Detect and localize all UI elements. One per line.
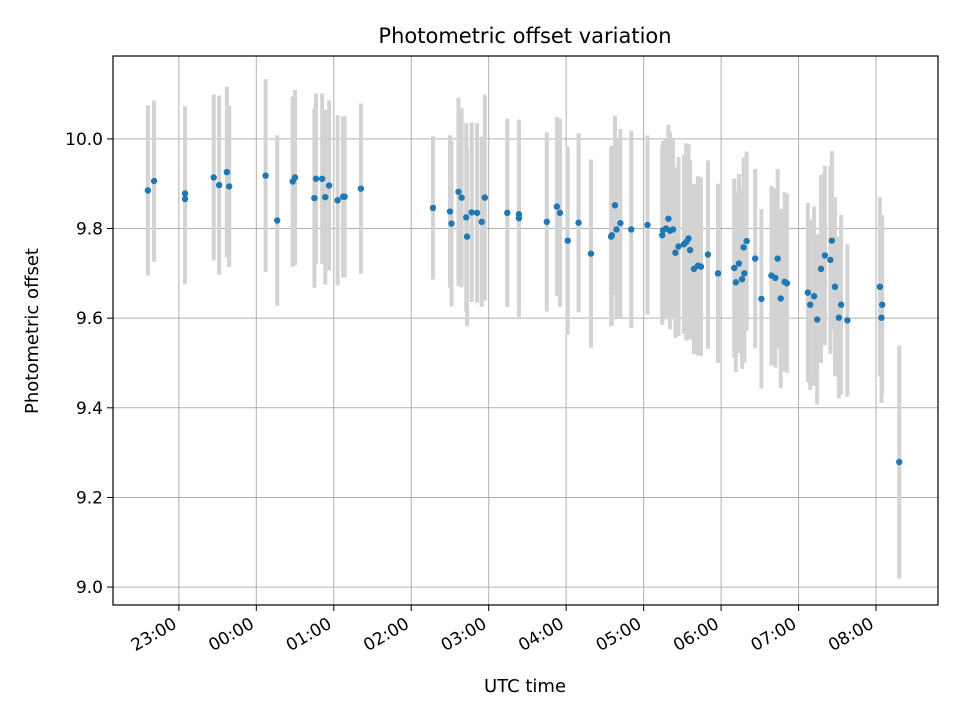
data-point bbox=[322, 193, 329, 201]
data-point bbox=[458, 194, 465, 201]
data-point bbox=[669, 226, 677, 233]
data-point bbox=[311, 194, 318, 202]
data-point bbox=[446, 208, 454, 215]
data-point bbox=[665, 215, 672, 222]
data-point bbox=[478, 218, 485, 226]
data-point bbox=[837, 301, 845, 308]
data-point bbox=[659, 232, 666, 239]
data-point bbox=[291, 174, 299, 181]
data-point bbox=[628, 226, 635, 233]
data-point bbox=[463, 233, 471, 240]
data-point bbox=[831, 283, 839, 291]
data-point bbox=[181, 190, 189, 197]
data-point bbox=[318, 175, 326, 182]
plot-frame bbox=[112, 55, 939, 606]
data-point bbox=[144, 187, 152, 194]
data-point bbox=[644, 221, 651, 229]
data-point bbox=[704, 251, 712, 258]
data-point bbox=[611, 202, 619, 209]
data-point bbox=[515, 215, 523, 222]
data-point bbox=[697, 263, 705, 270]
data-point bbox=[543, 218, 551, 226]
data-point bbox=[804, 289, 812, 296]
data-point bbox=[817, 265, 825, 273]
y-axis-label: Photometric offset bbox=[22, 248, 43, 414]
data-point bbox=[738, 275, 746, 283]
data-point bbox=[878, 314, 885, 321]
data-point bbox=[463, 214, 470, 221]
data-point bbox=[758, 295, 765, 303]
data-point bbox=[675, 243, 682, 250]
data-point bbox=[896, 458, 903, 466]
data-point bbox=[553, 203, 561, 210]
data-point bbox=[225, 183, 233, 190]
data-point bbox=[150, 177, 158, 185]
data-point bbox=[741, 270, 748, 277]
data-point bbox=[608, 232, 616, 239]
data-point bbox=[827, 256, 834, 264]
data-point bbox=[262, 172, 269, 179]
data-point bbox=[835, 314, 843, 321]
data-point bbox=[564, 237, 571, 244]
data-point bbox=[468, 209, 475, 216]
data-point bbox=[448, 220, 455, 227]
data-point bbox=[772, 274, 779, 282]
data-point bbox=[613, 226, 620, 233]
data-point bbox=[876, 283, 884, 291]
point-layer bbox=[144, 168, 903, 466]
data-point bbox=[732, 279, 740, 286]
data-point bbox=[455, 188, 462, 195]
data-point bbox=[685, 235, 692, 242]
data-point bbox=[783, 280, 791, 287]
data-point bbox=[357, 185, 365, 192]
data-point bbox=[481, 194, 489, 201]
data-point bbox=[806, 301, 814, 308]
data-point bbox=[810, 293, 818, 300]
y-tick-label: 9.6 bbox=[76, 309, 103, 329]
data-point bbox=[844, 317, 851, 324]
data-point bbox=[879, 301, 886, 308]
data-point bbox=[617, 219, 624, 227]
data-point bbox=[740, 244, 747, 251]
data-point bbox=[429, 204, 437, 212]
data-point bbox=[215, 181, 223, 189]
data-point bbox=[821, 252, 829, 259]
y-tick-label: 9.4 bbox=[76, 399, 103, 419]
y-tick-label: 10.0 bbox=[65, 130, 103, 150]
data-point bbox=[334, 197, 341, 204]
data-point bbox=[312, 175, 320, 182]
y-tick-label: 9.8 bbox=[76, 220, 103, 240]
data-point bbox=[556, 209, 564, 217]
data-point bbox=[743, 237, 750, 245]
grid-layer bbox=[113, 56, 938, 605]
chart-title: Photometric offset variation bbox=[378, 24, 671, 48]
data-point bbox=[587, 250, 595, 257]
data-point bbox=[672, 249, 679, 256]
x-axis-label: UTC time bbox=[484, 676, 566, 697]
data-point bbox=[686, 246, 694, 254]
y-tick-label: 9.2 bbox=[76, 488, 103, 508]
data-point bbox=[223, 168, 231, 176]
data-point bbox=[504, 209, 511, 217]
data-point bbox=[751, 255, 759, 262]
data-point bbox=[813, 316, 821, 323]
data-point bbox=[210, 174, 217, 181]
data-point bbox=[575, 219, 582, 226]
data-point bbox=[473, 209, 481, 217]
data-point bbox=[777, 295, 784, 302]
data-point bbox=[181, 195, 189, 203]
data-point bbox=[828, 237, 836, 244]
data-point bbox=[735, 260, 743, 267]
data-point bbox=[341, 193, 348, 200]
y-tick-label: 9.0 bbox=[76, 578, 103, 598]
data-point bbox=[325, 182, 333, 189]
data-point bbox=[714, 270, 722, 277]
data-point bbox=[274, 217, 281, 224]
data-point bbox=[774, 255, 781, 262]
data-point bbox=[731, 264, 738, 272]
